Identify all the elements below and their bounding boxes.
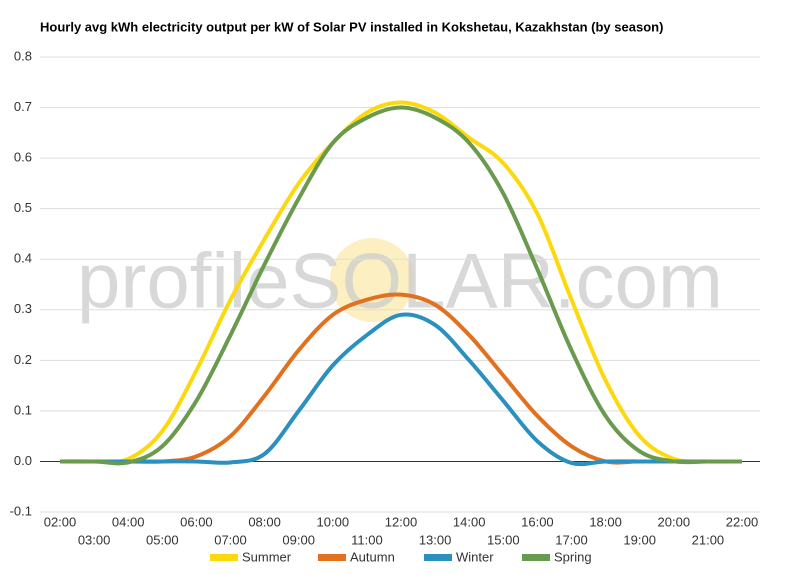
legend-label: Summer [242,549,292,564]
x-tick-label: 10:00 [317,514,350,529]
x-tick-label: 17:00 [555,532,588,547]
y-tick-label: 0.6 [14,150,32,165]
x-tick-label: 22:00 [726,514,759,529]
line-series [59,100,743,464]
y-tick-label: 0.4 [14,251,32,266]
x-tick-label: 04:00 [112,514,145,529]
x-tick-label: 20:00 [658,514,691,529]
legend-label: Spring [554,549,592,564]
x-tick-label: 02:00 [44,514,77,529]
y-tick-label: 0.8 [14,48,32,63]
legend-swatch [522,554,550,561]
line-series [59,105,742,466]
x-tick-label: 18:00 [589,514,622,529]
y-tick-label: 0.2 [14,352,32,367]
line-series [60,312,742,467]
y-tick-label: 0.1 [14,402,32,417]
x-tick-label: 05:00 [146,532,179,547]
legend-swatch [210,554,238,561]
y-tick-label: -0.1 [10,503,32,518]
x-tick-label: 07:00 [214,532,247,547]
x-tick-label: 19:00 [623,532,656,547]
legend-label: Autumn [350,549,395,564]
y-tick-label: 0.0 [14,453,32,468]
x-tick-label: 03:00 [78,532,111,547]
x-tick-label: 11:00 [351,532,383,547]
watermark: profileSOLAR.com [77,237,723,325]
y-tick-label: 0.5 [14,200,32,215]
legend-label: Winter [456,549,494,564]
x-tick-label: 06:00 [180,514,213,529]
x-tick-label: 15:00 [487,532,520,547]
x-tick-label: 16:00 [521,514,554,529]
chart-title: Hourly avg kWh electricity output per kW… [40,19,663,34]
legend-swatch [318,554,346,561]
x-tick-label: 09:00 [282,532,315,547]
x-tick-label: 08:00 [248,514,281,529]
y-tick-label: 0.7 [14,99,32,114]
x-tick-label: 12:00 [385,514,418,529]
x-tick-label: 13:00 [419,532,452,547]
legend-swatch [424,554,452,561]
x-tick-label: 21:00 [692,532,725,547]
x-tick-label: 14:00 [453,514,486,529]
y-tick-label: 0.3 [14,301,32,316]
